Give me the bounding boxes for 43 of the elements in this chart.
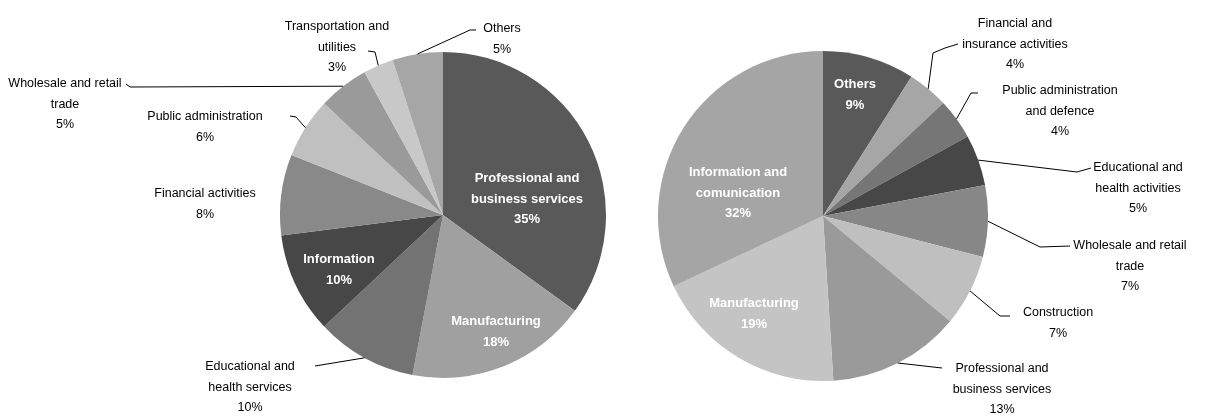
slice-label: Others <box>834 76 876 91</box>
data-label: 35% <box>513 211 541 226</box>
slice-label: Educational and health activities <box>1093 160 1183 195</box>
pie-slice <box>281 215 443 327</box>
slice-label: Manufacturing <box>451 313 541 328</box>
data-label: 5% <box>492 41 512 56</box>
slice-label: Wholesale and retail trade <box>1073 238 1187 273</box>
data-label: 4% <box>1050 124 1070 138</box>
slice-label: Public administration and defence <box>1002 83 1118 118</box>
data-label: 5% <box>1128 201 1148 215</box>
pie-slice <box>280 155 443 236</box>
pie-slice <box>443 52 606 311</box>
slice-label: Wholesale and retail trade <box>8 76 122 111</box>
data-label: 6% <box>195 129 215 144</box>
data-label: 19% <box>740 315 768 331</box>
slice-label: Public administration <box>147 109 263 123</box>
pie-slice <box>823 51 912 216</box>
slice-label: Information <box>303 251 375 266</box>
data-label: 4% <box>1005 57 1025 71</box>
pie-slice <box>823 136 986 216</box>
slice-label: Professional and business services <box>952 361 1052 396</box>
data-label: 18% <box>482 333 510 349</box>
data-label: 3% <box>327 60 347 74</box>
pie-slice <box>412 215 575 378</box>
data-label: 13% <box>989 402 1015 416</box>
slice-label: Manufacturing <box>709 295 799 310</box>
data-label: 5% <box>55 117 75 131</box>
data-label: 9% <box>845 96 865 112</box>
slice-label: Construction <box>1022 305 1094 319</box>
slice-label: Information and comunication <box>688 164 788 200</box>
slice-label: Transportation and utilities <box>284 19 390 54</box>
slice-label: Professional and business services <box>470 170 584 206</box>
data-label: 32% <box>724 205 752 220</box>
data-label: 8% <box>195 206 215 221</box>
data-label: 10% <box>325 271 353 287</box>
slice-label: Financial activities <box>154 186 256 200</box>
slice-label: Financial and insurance activities <box>962 16 1068 51</box>
slice-label: Educational and health services <box>205 359 295 394</box>
data-label: 7% <box>1048 325 1068 340</box>
slice-label: Others <box>483 21 521 35</box>
data-label: 7% <box>1120 279 1140 293</box>
data-label: 10% <box>237 400 263 414</box>
pie-slice <box>823 185 988 258</box>
